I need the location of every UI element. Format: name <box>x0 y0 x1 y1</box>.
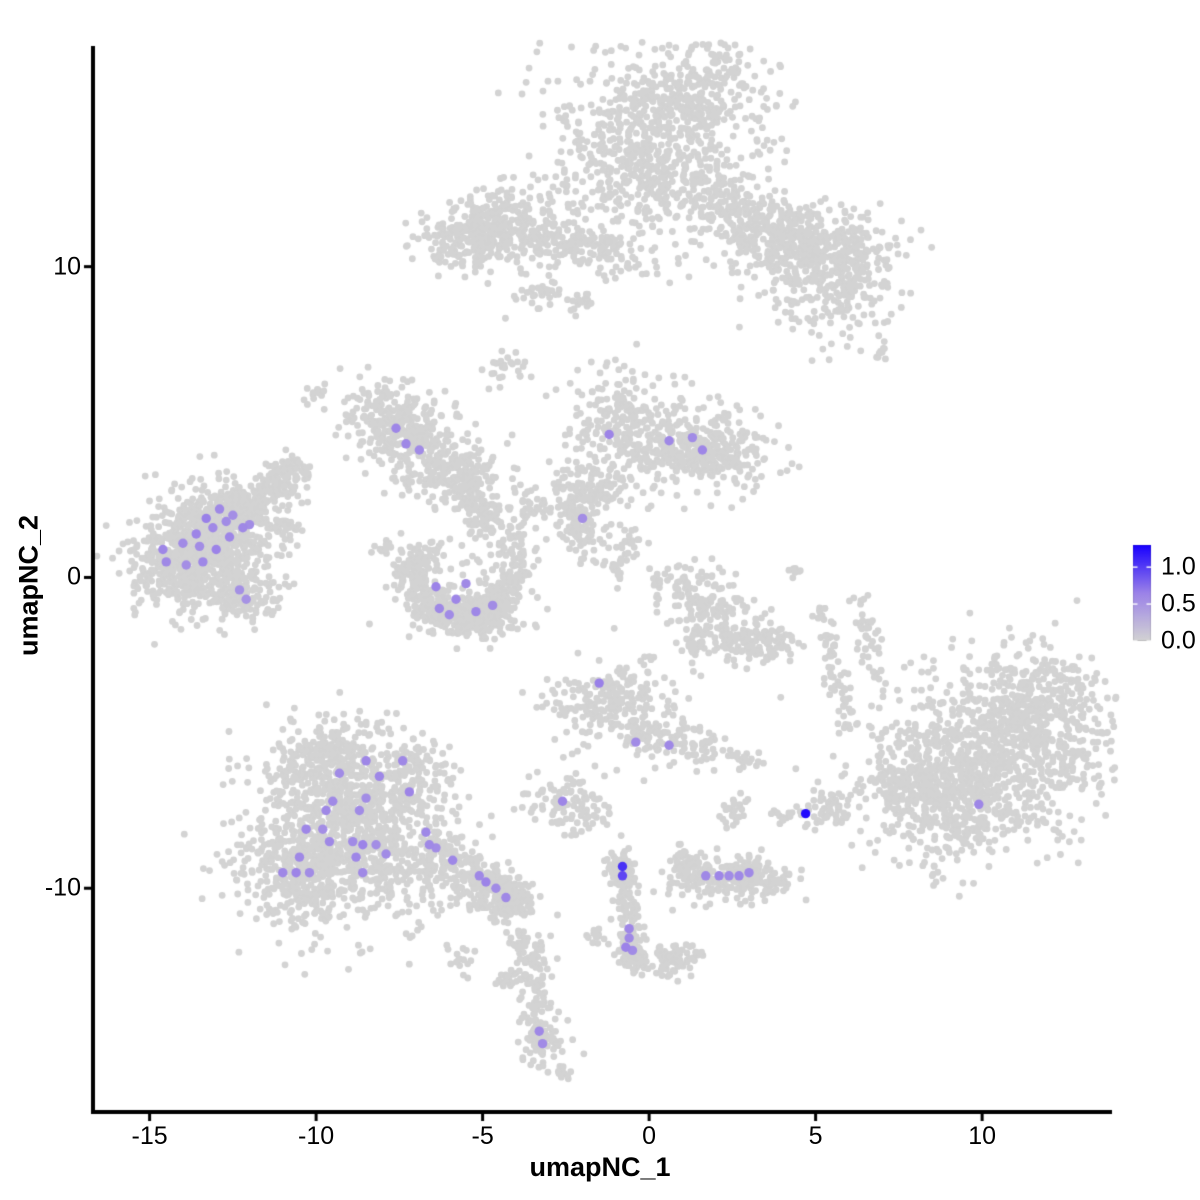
x-tick-label: 10 <box>968 1122 997 1150</box>
colorbar-tick-label: 1.0 <box>1161 552 1196 581</box>
x-tick-label: -5 <box>471 1122 494 1150</box>
colorbar-tick-label: 0.0 <box>1161 626 1196 655</box>
x-tick-label: -10 <box>298 1122 335 1150</box>
y-tick-label: -10 <box>44 873 81 902</box>
colorbar-tick-label: 0.5 <box>1161 589 1196 618</box>
y-axis-label: umapNC_2 <box>13 514 44 657</box>
y-tick-label: 0 <box>67 562 81 591</box>
y-tick-label: 10 <box>53 252 81 281</box>
x-tick-label: 5 <box>808 1122 823 1150</box>
x-tick-label: 0 <box>642 1122 657 1150</box>
x-tick-label: -15 <box>131 1122 168 1150</box>
x-axis-label: umapNC_1 <box>529 1152 671 1182</box>
